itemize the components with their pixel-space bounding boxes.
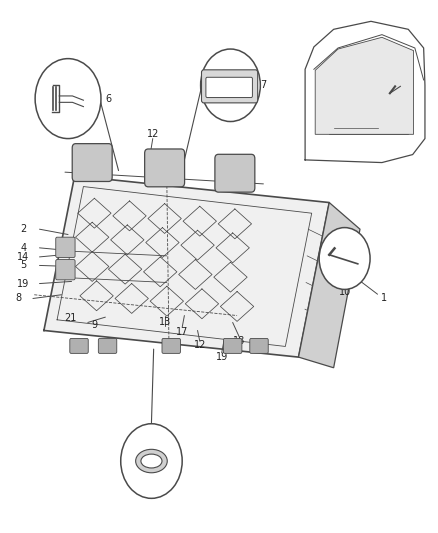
Text: 19: 19 [17, 279, 29, 288]
FancyBboxPatch shape [72, 144, 112, 181]
Circle shape [200, 49, 260, 122]
Text: 11: 11 [97, 161, 109, 171]
Text: 8: 8 [15, 294, 21, 303]
Polygon shape [44, 176, 328, 357]
Text: 5: 5 [20, 261, 26, 270]
Circle shape [35, 59, 101, 139]
Text: 14: 14 [17, 252, 29, 262]
Ellipse shape [135, 449, 167, 473]
FancyBboxPatch shape [70, 338, 88, 353]
Circle shape [318, 228, 369, 289]
Text: 19: 19 [215, 352, 227, 362]
FancyBboxPatch shape [145, 149, 184, 187]
FancyBboxPatch shape [201, 70, 257, 103]
Text: 17: 17 [176, 327, 188, 336]
Ellipse shape [141, 454, 162, 468]
FancyBboxPatch shape [205, 77, 252, 98]
Text: 18: 18 [233, 336, 245, 346]
Text: 1: 1 [380, 294, 386, 303]
Text: 12: 12 [146, 130, 159, 139]
Text: 13: 13 [158, 318, 170, 327]
FancyBboxPatch shape [56, 237, 75, 257]
Text: 16: 16 [145, 490, 157, 499]
Text: 15: 15 [401, 108, 413, 118]
Text: 6: 6 [106, 94, 112, 103]
FancyBboxPatch shape [215, 154, 254, 192]
Polygon shape [298, 203, 359, 368]
Text: 15: 15 [401, 108, 413, 118]
Text: 12: 12 [193, 341, 205, 350]
Polygon shape [314, 37, 413, 134]
FancyBboxPatch shape [162, 338, 180, 353]
Circle shape [120, 424, 182, 498]
FancyBboxPatch shape [249, 338, 268, 353]
Text: 7: 7 [260, 80, 266, 90]
Text: 10: 10 [338, 287, 350, 296]
FancyBboxPatch shape [98, 338, 117, 353]
Text: 21: 21 [64, 313, 76, 323]
FancyBboxPatch shape [56, 260, 75, 280]
Text: 9: 9 [91, 320, 97, 330]
FancyBboxPatch shape [223, 338, 241, 353]
Text: 4: 4 [20, 243, 26, 253]
Text: 2: 2 [20, 224, 26, 234]
